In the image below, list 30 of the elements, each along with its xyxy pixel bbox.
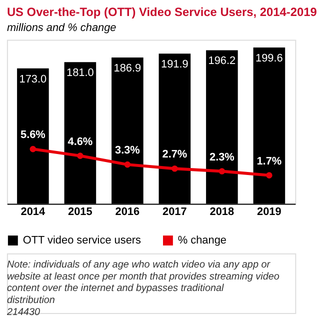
point (266, 172, 272, 178)
text: Note: individuals of any age who watch video via any app or website at least once per month that provides streaming video content over the internet and bypasses traditional distribution (6, 259, 280, 306)
data-label: 5.6% (20, 129, 46, 142)
data-label: 191.9 (161, 58, 188, 70)
data-label: 2.7% (162, 148, 188, 161)
data-label: 2.3% (209, 151, 235, 164)
chart-title: US Over-the-Top (OTT) Video Service Users, 2014-2019 (6, 4, 318, 19)
point (218, 168, 226, 174)
data-label: 3.3% (114, 144, 140, 157)
legend-label: % change (178, 234, 226, 246)
data-label: 1.7% (256, 155, 282, 168)
x-tick-label: 2018 (210, 206, 234, 218)
x-tick-label: 2017 (162, 206, 187, 218)
point (77, 152, 84, 159)
point (172, 165, 178, 172)
point (124, 161, 131, 168)
x-tick-label: 2016 (115, 206, 140, 218)
data-label: 173.0 (19, 73, 47, 86)
point (30, 146, 36, 152)
chart-subtitle: millions and % change (6, 22, 116, 34)
x-tick-label: 2015 (68, 206, 92, 218)
data-label: 199.6 (256, 52, 283, 64)
data-label: 181.0 (66, 67, 94, 80)
data-label: 186.9 (114, 62, 142, 74)
legend-label: OTT video service users (22, 234, 142, 246)
data-label: 196.2 (208, 55, 236, 68)
x-tick-label: 2014 (20, 206, 46, 218)
text: 214430 (6, 307, 41, 318)
x-tick-label: 2019 (257, 206, 282, 218)
data-label: 4.6% (68, 136, 93, 148)
